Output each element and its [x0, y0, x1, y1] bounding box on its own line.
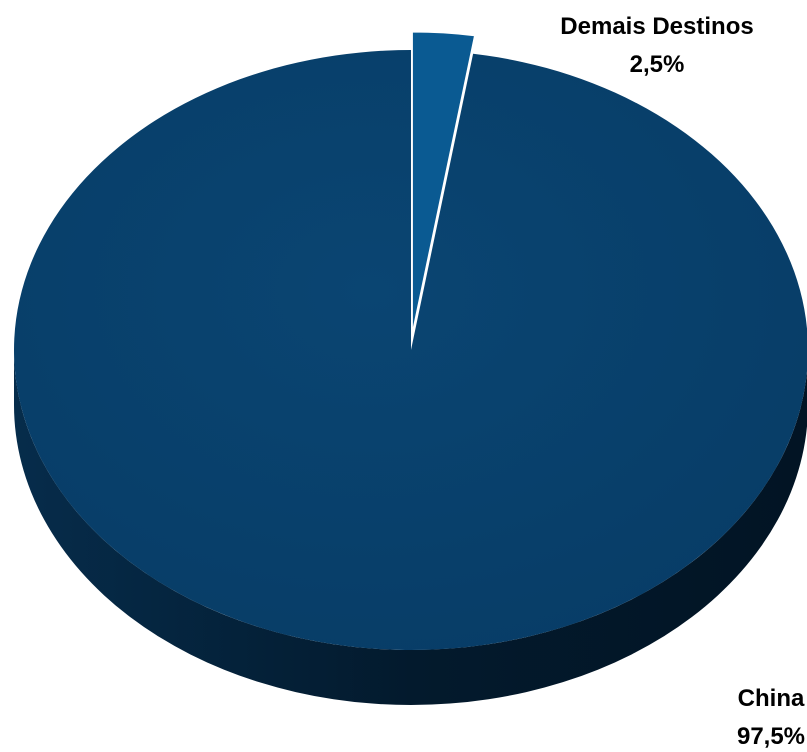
- label-china-value: 97,5%: [737, 723, 805, 750]
- label-demais-name: Demais Destinos: [560, 13, 753, 40]
- pie-side: [14, 350, 807, 705]
- slice-china: [14, 50, 807, 650]
- label-demais-value: 2,5%: [630, 51, 685, 78]
- slice-demais-destinos: [411, 31, 476, 333]
- label-china-name: China: [738, 685, 805, 712]
